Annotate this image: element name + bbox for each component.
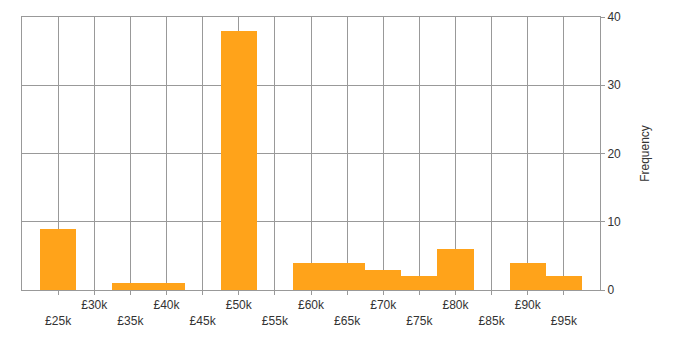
svg-text:10: 10 — [607, 215, 621, 229]
svg-text:£85k: £85k — [479, 314, 506, 328]
svg-text:£45k: £45k — [190, 314, 217, 328]
svg-text:0: 0 — [607, 283, 614, 297]
svg-text:£60k: £60k — [298, 298, 325, 312]
svg-text:£75k: £75k — [406, 314, 433, 328]
svg-text:£95k: £95k — [551, 314, 578, 328]
svg-text:£70k: £70k — [370, 298, 397, 312]
svg-text:£90k: £90k — [515, 298, 542, 312]
svg-text:40: 40 — [607, 10, 621, 24]
svg-text:£50k: £50k — [226, 298, 253, 312]
svg-text:£65k: £65k — [334, 314, 361, 328]
svg-text:£25k: £25k — [45, 314, 72, 328]
svg-text:£40k: £40k — [153, 298, 180, 312]
svg-text:£80k: £80k — [442, 298, 469, 312]
svg-text:£55k: £55k — [262, 314, 289, 328]
svg-text:£30k: £30k — [81, 298, 108, 312]
svg-text:Frequency: Frequency — [638, 125, 652, 182]
svg-text:30: 30 — [607, 78, 621, 92]
svg-text:20: 20 — [607, 147, 621, 161]
svg-text:£35k: £35k — [117, 314, 144, 328]
